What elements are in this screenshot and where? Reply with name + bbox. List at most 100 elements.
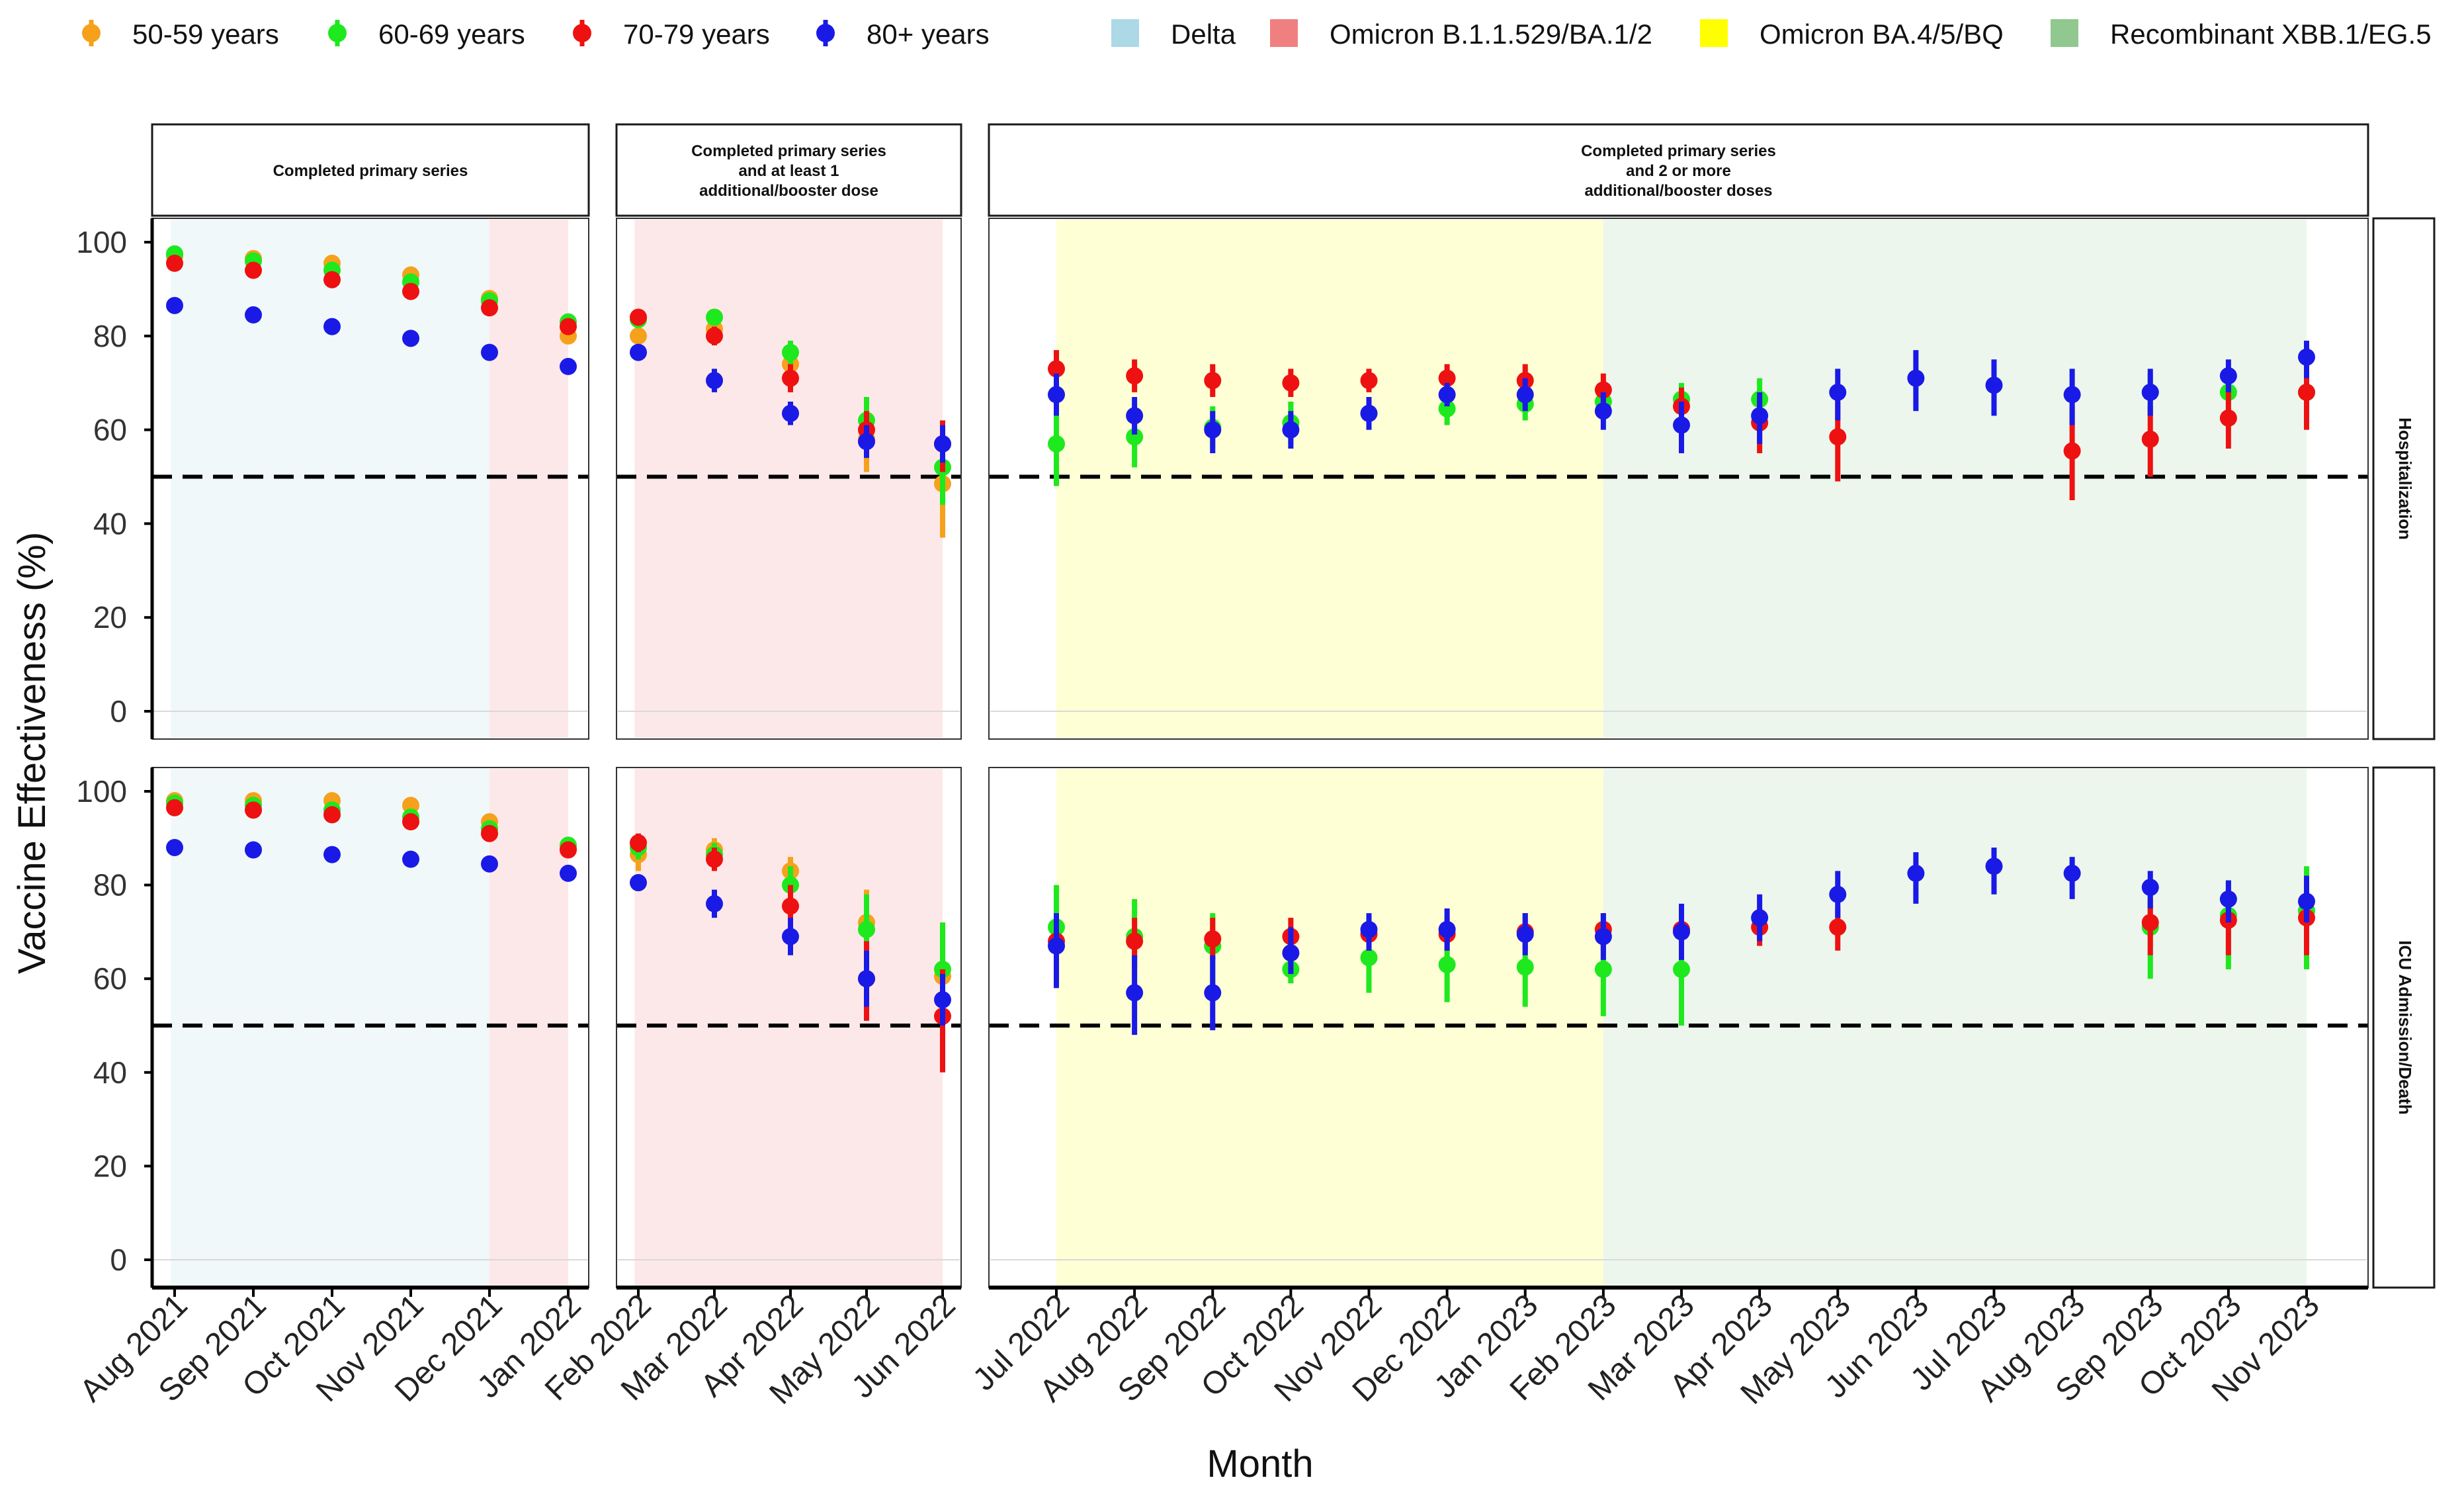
point-70-79-years — [2063, 442, 2081, 460]
point-80-years — [1751, 909, 1769, 927]
point-80-years — [1438, 920, 1456, 938]
point-60-69-years — [1048, 435, 1065, 453]
point-80-years — [1282, 944, 1300, 962]
point-60-69-years — [858, 920, 875, 938]
point-80-years — [1516, 925, 1534, 943]
point-60-69-years — [1438, 955, 1456, 973]
point-70-79-years — [1360, 372, 1378, 390]
point-70-79-years — [402, 813, 419, 831]
point-80-years — [2141, 879, 2159, 897]
point-80-years — [1829, 383, 1847, 401]
y-tick-label: 20 — [93, 1149, 127, 1183]
point-80-years — [166, 838, 183, 856]
legend-key-60-69-years — [328, 24, 347, 42]
point-80-years — [1126, 407, 1144, 425]
point-80-years — [402, 850, 419, 868]
point-80-years — [1360, 920, 1378, 938]
point-60-69-years — [782, 343, 799, 361]
point-70-79-years — [560, 841, 577, 859]
point-70-79-years — [323, 806, 341, 824]
row-title: ICU Admission/Death — [2395, 940, 2415, 1114]
legend-label-60-69-years: 60-69 years — [378, 19, 525, 50]
point-70-79-years — [1048, 360, 1065, 378]
point-70-79-years — [481, 299, 498, 317]
point-70-79-years — [706, 850, 723, 868]
y-tick-label: 80 — [93, 868, 127, 902]
point-80-years — [1204, 984, 1222, 1002]
legend-key-70-79-years — [573, 24, 591, 42]
legend-label-50-59-years: 50-59 years — [132, 19, 279, 50]
point-80-years — [1907, 369, 1925, 387]
gridlines — [152, 474, 2368, 1260]
point-70-79-years — [323, 271, 341, 288]
panel-title: Completed primary series — [691, 142, 886, 160]
point-70-79-years — [630, 834, 647, 852]
point-80-years — [706, 895, 723, 912]
panel-frame — [988, 218, 2369, 740]
point-70-79-years — [2298, 383, 2315, 401]
point-70-79-years — [1829, 428, 1847, 446]
point-70-79-years — [1126, 932, 1144, 950]
point-80-years — [481, 343, 498, 361]
row-strip — [2372, 217, 2436, 740]
point-80-years — [2141, 383, 2159, 401]
legend-label-omicron-ba-4-5-bq: Omicron BA.4/5/BQ — [1760, 19, 2004, 50]
point-80-years — [706, 372, 723, 390]
point-80-years — [1594, 928, 1612, 945]
point-80-years — [560, 864, 577, 882]
point-70-79-years — [1126, 367, 1144, 385]
legend-label-delta: Delta — [1171, 19, 1236, 50]
y-axis-title: Vaccine Effectiveness (%) — [11, 532, 54, 974]
point-80-years — [1516, 386, 1534, 404]
point-70-79-years — [782, 369, 799, 387]
panel-frames — [144, 123, 2436, 1297]
legend: 50-59 years 60-69 years 70-79 years 80+ yea… — [82, 19, 2432, 50]
point-80-years — [934, 991, 951, 1009]
point-70-79-years — [1438, 369, 1456, 387]
point-60-69-years — [1438, 400, 1456, 417]
point-80-years — [2063, 386, 2081, 404]
point-60-69-years — [1126, 428, 1144, 446]
legend-swatch-omicron-b-1-1-529-ba-1-2 — [1270, 19, 1298, 47]
point-70-79-years — [245, 261, 262, 279]
point-60-69-years — [1360, 949, 1378, 967]
point-80-years — [782, 928, 799, 945]
legend-key-80-years — [816, 24, 835, 42]
point-80-years — [858, 970, 875, 988]
legend-swatch-delta — [1111, 19, 1139, 47]
point-80-years — [782, 404, 799, 422]
point-70-79-years — [630, 308, 647, 326]
point-80-years — [402, 330, 419, 347]
panel-title: and 2 or more — [1626, 162, 1731, 180]
y-tick-label: 60 — [93, 413, 127, 447]
point-70-79-years — [706, 327, 723, 345]
row-title: Hospitalization — [2395, 417, 2415, 540]
variant-bands — [171, 220, 2307, 1286]
variant-band-recombinant-xbb-1-eg-5 — [1603, 220, 2307, 738]
panel-title: Completed primary series — [1581, 142, 1776, 160]
legend-key-50-59-years — [82, 24, 101, 42]
point-70-79-years — [481, 824, 498, 842]
point-50-59-years — [630, 327, 647, 345]
point-80-years — [2219, 890, 2237, 908]
y-tick-label: 0 — [110, 1243, 127, 1277]
point-60-69-years — [1673, 961, 1690, 979]
point-80-years — [1985, 857, 2003, 875]
point-80-years — [1048, 937, 1065, 955]
panel-title: Completed primary series — [273, 162, 468, 180]
y-tick-label: 60 — [93, 961, 127, 996]
point-80-years — [1360, 404, 1378, 422]
panel-strip — [615, 123, 962, 217]
y-tick-label: 100 — [76, 774, 127, 809]
point-80-years — [560, 357, 577, 375]
point-70-79-years — [2141, 430, 2159, 448]
point-80-years — [323, 846, 341, 863]
point-80-years — [245, 841, 262, 859]
point-80-years — [1751, 407, 1769, 425]
point-70-79-years — [1829, 918, 1847, 936]
point-80-years — [2298, 348, 2315, 366]
point-80-years — [630, 874, 647, 892]
point-70-79-years — [782, 897, 799, 915]
